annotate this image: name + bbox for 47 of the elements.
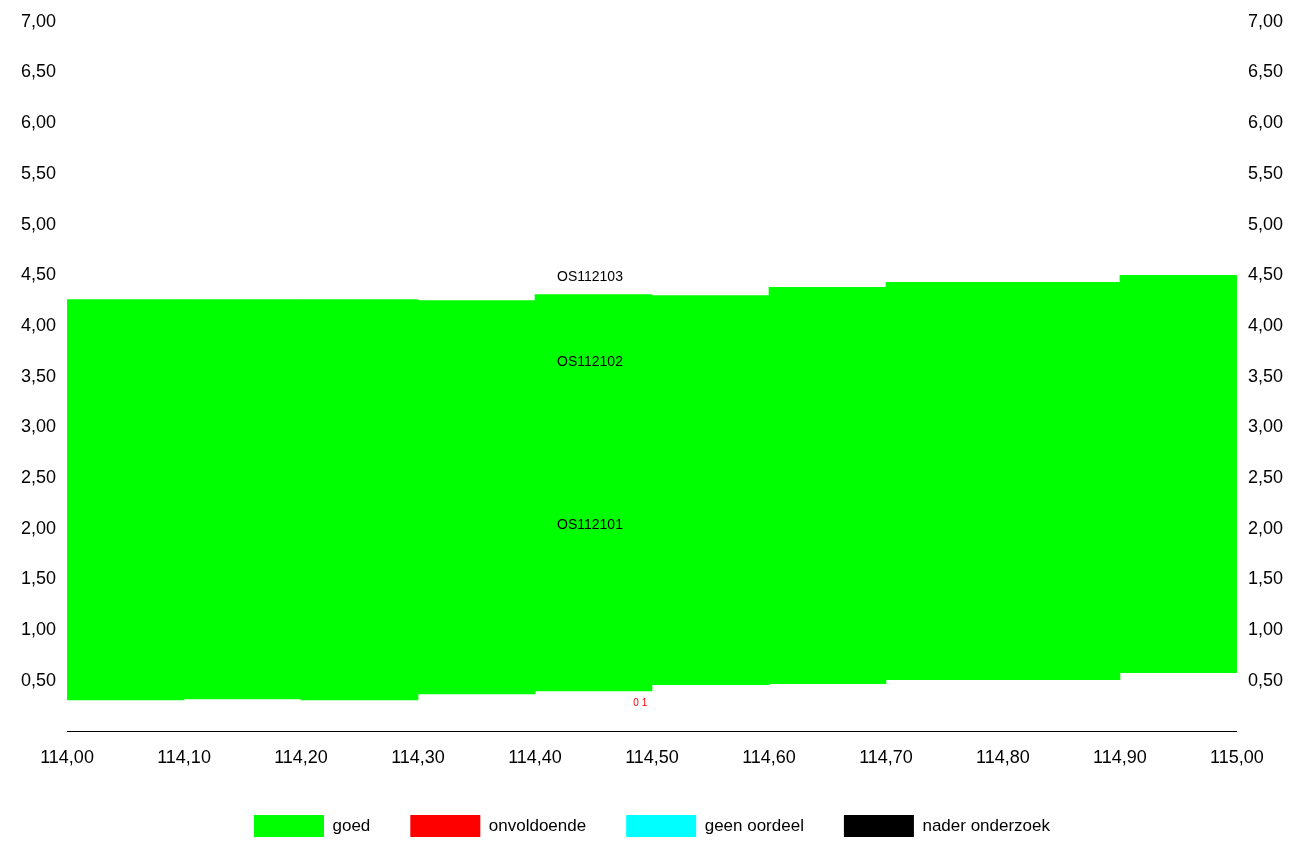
annotation: 0 1 <box>633 696 648 708</box>
legend-label: geen oordeel <box>704 815 804 835</box>
y2-tick-label: 2,50 <box>1247 466 1284 487</box>
y2-tick-label: 5,00 <box>1247 213 1284 234</box>
x-tick-label: 114,90 <box>1093 747 1147 768</box>
x-tick-label: 114,30 <box>391 747 445 768</box>
y2-tick-label: 5,50 <box>1247 162 1284 183</box>
legend-label: goed <box>332 815 371 835</box>
y2-tick-label: 3,00 <box>1247 416 1284 437</box>
y-tick-label: 5,50 <box>20 162 57 183</box>
y-tick-label: 1,50 <box>20 568 57 589</box>
x-tick-label: 114,00 <box>40 747 94 768</box>
y-tick-label: 2,50 <box>20 466 57 487</box>
x-tick-label: 114,50 <box>625 747 679 768</box>
y-tick-label: 4,50 <box>20 264 57 285</box>
x-tick-label: 114,10 <box>157 747 211 768</box>
y-tick-label: 5,00 <box>20 213 57 234</box>
y2-tick-label: 0,50 <box>1247 669 1284 690</box>
y-tick-label: 0,50 <box>20 669 57 690</box>
legend-label: nader onderzoek <box>922 815 1051 835</box>
y-tick-label: 7,00 <box>20 10 57 31</box>
x-tick-label: 115,00 <box>1210 747 1264 768</box>
x-tick-label: 114,40 <box>508 747 562 768</box>
y2-tick-label: 1,50 <box>1247 568 1284 589</box>
y2-tick-label: 3,50 <box>1247 365 1284 386</box>
y-tick-label: 4,00 <box>20 314 57 335</box>
annotation: OS112101 <box>557 516 624 533</box>
y-tick-label: 1,00 <box>20 619 57 639</box>
y2-tick-label: 6,50 <box>1247 61 1284 82</box>
x-tick-label: 114,70 <box>859 747 913 768</box>
y2-tick-label: 2,00 <box>1247 517 1284 538</box>
y-tick-label: 3,50 <box>20 365 57 386</box>
y-tick-label: 6,00 <box>20 112 57 133</box>
annotation: OS112102 <box>557 353 624 370</box>
y2-tick-label: 7,00 <box>1247 10 1284 31</box>
y-tick-label: 6,50 <box>20 61 57 82</box>
x-tick-label: 114,60 <box>742 747 796 768</box>
x-tick-label: 114,80 <box>976 747 1030 768</box>
y-tick-label: 2,00 <box>20 517 57 538</box>
x-tick-label: 114,20 <box>274 747 328 768</box>
legend-label: onvoldoende <box>488 815 587 835</box>
annotation: OS112103 <box>557 268 624 285</box>
y2-tick-label: 4,00 <box>1247 314 1284 335</box>
y-tick-label: 3,00 <box>20 416 57 437</box>
y2-tick-label: 4,50 <box>1247 264 1284 285</box>
y2-tick-label: 6,00 <box>1247 112 1284 133</box>
y2-tick-label: 1,00 <box>1247 619 1284 639</box>
